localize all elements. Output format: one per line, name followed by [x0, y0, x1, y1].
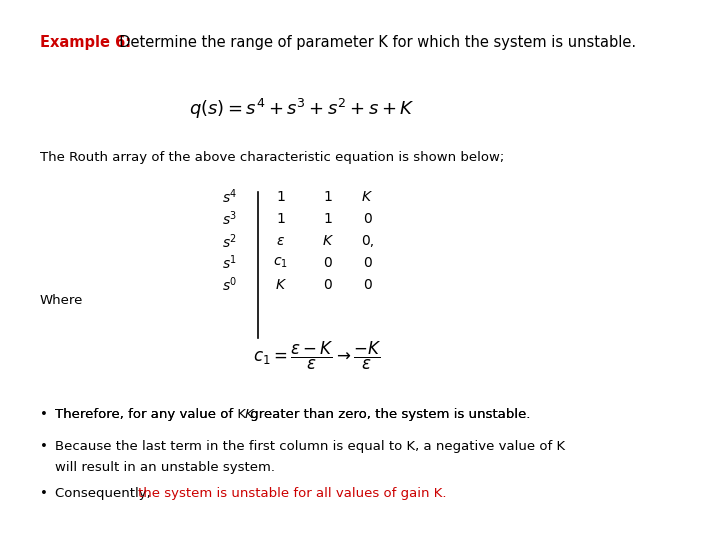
Text: Therefore, for any value of ​​​​​​​​​​​​​​​​​​​​​​​​​​​​​ ​ ​ greater than zero,: Therefore, for any value of ​​​​​​​​​​​​… [55, 408, 531, 421]
Text: •: • [40, 408, 48, 421]
Text: 1: 1 [276, 212, 285, 226]
Text: $K$: $K$ [275, 278, 287, 292]
Text: $K$: $K$ [322, 234, 333, 248]
Text: $s^4$: $s^4$ [222, 188, 238, 206]
Text: the system is unstable for all values of gain K.: the system is unstable for all values of… [138, 487, 446, 500]
Text: 1: 1 [323, 190, 332, 204]
Text: Because the last term in the first column is equal to K, a negative value of K: Because the last term in the first colum… [55, 440, 566, 453]
Text: Determine the range of parameter K for which the system is unstable.: Determine the range of parameter K for w… [110, 35, 636, 50]
Text: Therefore, for any value of K greater than zero, the system is unstable.: Therefore, for any value of K greater th… [55, 408, 531, 421]
Text: $s^3$: $s^3$ [222, 210, 238, 228]
Text: Consequently,: Consequently, [55, 487, 156, 500]
Text: 0,: 0, [361, 234, 374, 248]
Text: 1: 1 [323, 212, 332, 226]
Text: Example 6:: Example 6: [40, 35, 131, 50]
Text: $c_1 = \dfrac{\epsilon - K}{\epsilon} \rightarrow \dfrac{-K}{\epsilon}$: $c_1 = \dfrac{\epsilon - K}{\epsilon} \r… [253, 340, 381, 373]
Text: $c_1$: $c_1$ [274, 256, 288, 270]
Text: $s^1$: $s^1$ [222, 254, 238, 272]
Text: •: • [40, 487, 48, 500]
Text: 0: 0 [323, 256, 332, 270]
Text: Where: Where [40, 294, 83, 307]
Text: 0: 0 [363, 278, 372, 292]
Text: $s^0$: $s^0$ [222, 275, 238, 294]
Text: will result in an unstable system.: will result in an unstable system. [55, 461, 276, 474]
Text: $s^2$: $s^2$ [222, 232, 238, 251]
Text: 0: 0 [363, 256, 372, 270]
Text: $q(s) = s^4 + s^3 + s^2 + s + K$: $q(s) = s^4 + s^3 + s^2 + s + K$ [189, 97, 415, 122]
Text: $\epsilon$: $\epsilon$ [276, 234, 285, 248]
Text: $K$: $K$ [361, 190, 373, 204]
Text: 1: 1 [276, 190, 285, 204]
Text: The Routh array of the above characteristic equation is shown below;: The Routh array of the above characteris… [40, 151, 504, 164]
Text: 0: 0 [323, 278, 332, 292]
Text: K: K [245, 408, 253, 421]
Text: •: • [40, 440, 48, 453]
Text: 0: 0 [363, 212, 372, 226]
